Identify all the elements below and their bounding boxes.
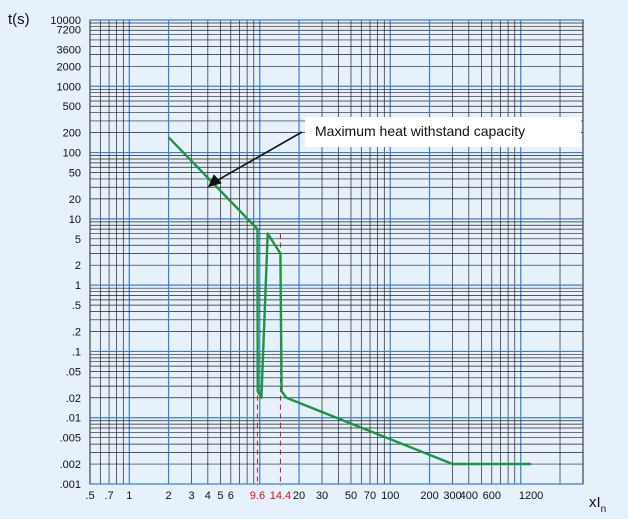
y-tick-label: 100	[63, 148, 81, 160]
x-tick-label: 9.6	[250, 490, 265, 502]
y-tick-label: .1	[72, 346, 81, 358]
x-tick-label: 600	[483, 490, 501, 502]
x-tick-label: 14.4	[270, 490, 291, 502]
x-tick-label: 20	[293, 490, 305, 502]
y-tick-label: 3600	[57, 44, 81, 56]
y-tick-label: 2000	[57, 61, 81, 73]
x-tick-label: 1200	[519, 490, 543, 502]
y-tick-label: 500	[63, 101, 81, 113]
y-tick-label: 2	[75, 260, 81, 272]
x-tick-label: 3	[188, 490, 194, 502]
x-tick-label: .5	[85, 490, 94, 502]
y-axis-title: t(s)	[8, 11, 30, 28]
x-axis-title-main: xI	[589, 494, 601, 511]
x-tick-label: .7	[104, 490, 113, 502]
x-tick-label: 6	[228, 490, 234, 502]
x-tick-label: 4	[205, 490, 211, 502]
y-tick-label: 200	[63, 128, 81, 140]
x-tick-label: 100	[381, 490, 399, 502]
y-tick-label: 20	[69, 194, 81, 206]
y-tick-label: .002	[60, 459, 81, 471]
annotation-text: Maximum heat withstand capacity	[315, 123, 525, 139]
annotation-box	[305, 117, 581, 147]
annotation-arrowhead	[207, 174, 222, 188]
y-tick-label: 10000	[50, 15, 81, 27]
x-tick-label: 5	[217, 490, 223, 502]
series-layer	[167, 136, 532, 466]
x-tick-label: 50	[345, 490, 357, 502]
series-line	[167, 136, 532, 466]
grid	[89, 19, 584, 485]
x-tick-label: 1	[126, 490, 132, 502]
y-tick-label: .05	[66, 366, 81, 378]
annotation-arrow	[215, 131, 303, 182]
y-tick-label: 5	[75, 234, 81, 246]
x-axis-title: xIn	[589, 494, 606, 515]
x-tick-label: 300	[443, 490, 461, 502]
x-tick-label: 2	[165, 490, 171, 502]
x-tick-label: 200	[420, 490, 438, 502]
y-tick-label: .02	[66, 393, 81, 405]
y-tick-label: .005	[60, 433, 81, 445]
y-tick-label: 1	[75, 280, 81, 292]
y-tick-label: 50	[69, 168, 81, 180]
y-tick-label: .5	[72, 300, 81, 312]
x-tick-label: 400	[460, 490, 478, 502]
annotation-layer: Maximum heat withstand capacity	[207, 117, 581, 188]
y-tick-label: .001	[60, 479, 81, 491]
x-tick-label: 30	[316, 490, 328, 502]
x-axis-title-sub: n	[601, 504, 607, 515]
x-tick-label: 70	[364, 490, 376, 502]
y-tick-label: 1000	[57, 81, 81, 93]
y-tick-label: .01	[66, 413, 81, 425]
y-tick-label: 10	[69, 214, 81, 226]
y-tick-label: 7200	[57, 24, 81, 36]
y-tick-label: .2	[72, 326, 81, 338]
